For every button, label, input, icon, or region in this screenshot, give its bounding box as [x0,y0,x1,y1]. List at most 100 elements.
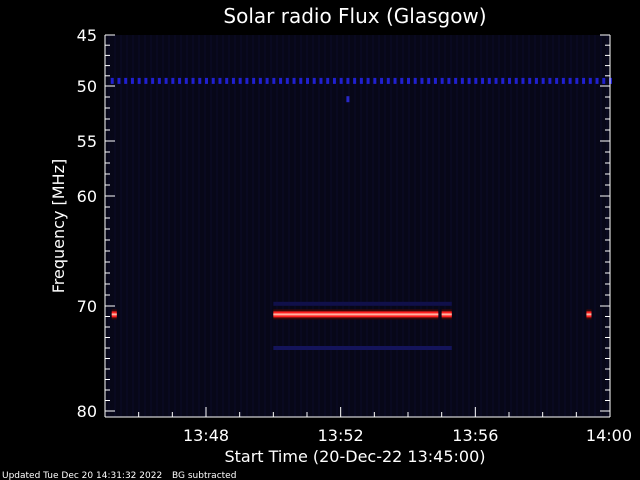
interference-dot [400,77,404,84]
interference-dot [555,77,559,84]
interference-dot [144,77,148,84]
texture-stripe [390,35,392,417]
texture-stripe [456,35,458,417]
spectrogram-features [110,77,612,350]
interference-dot [427,77,431,84]
x-axis-ticks: 13:48 13:52 13:56 14:00 [138,407,632,445]
texture-stripe [450,35,452,417]
interference-dot [110,77,114,84]
texture-stripe [330,35,332,417]
texture-stripe [480,35,482,417]
texture-stripe [564,35,566,417]
x-tick-label: 13:56 [452,426,498,445]
interference-dot [420,77,424,84]
footer-note: BG subtracted [172,471,236,480]
texture-stripe [582,35,584,417]
texture-stripe [600,35,602,417]
interference-dot [413,77,417,84]
texture-stripe [180,35,182,417]
x-tick-label: 13:48 [183,426,229,445]
isolated-dot [346,96,350,103]
texture-stripe [228,35,230,417]
interference-dot [534,77,538,84]
interference-dot [588,77,592,84]
interference-dot [205,77,208,84]
interference-dot [467,77,471,84]
interference-dot [225,77,229,84]
texture-stripe [498,35,500,417]
texture-stripe [522,35,524,417]
interference-dot [561,77,565,84]
interference-dot [528,77,532,84]
texture-stripe [186,35,188,417]
texture-stripe [210,35,212,417]
interference-dot [238,77,242,84]
interference-dot [454,77,458,84]
interference-dot [319,77,323,84]
texture-stripe [138,35,140,417]
interference-dot [460,77,464,84]
y-tick-label: 45 [77,26,97,45]
texture-stripe [252,35,254,417]
interference-dot [258,77,262,84]
texture-stripe [372,35,374,417]
interference-dot [218,77,222,84]
interference-dot [184,77,188,84]
interference-dot [602,77,606,84]
texture-stripe [414,35,416,417]
texture-stripe [552,35,554,417]
texture-stripe [276,35,278,417]
y-tick-label: 55 [77,132,97,151]
texture-stripe [300,35,302,417]
interference-dot [332,77,336,84]
texture-stripe [570,35,572,417]
interference-dot [447,77,451,84]
texture-stripe [546,35,548,417]
interference-dot [245,77,249,84]
texture-stripe [540,35,542,417]
texture-stripe [174,35,176,417]
interference-dot [514,77,518,84]
texture-stripe [144,35,146,417]
x-axis-label: Start Time (20-Dec-22 13:45:00) [224,447,485,466]
texture-stripe [468,35,470,417]
texture-stripe [342,35,344,417]
interference-dot [541,77,545,84]
texture-stripe [318,35,320,417]
interference-dot [326,77,330,84]
texture-stripe [348,35,350,417]
texture-stripe [420,35,422,417]
interference-dot [117,77,121,84]
interference-dot [178,77,182,84]
texture-stripe [606,35,608,417]
interference-dot [548,77,552,84]
texture-stripe [108,35,110,417]
band-core [441,313,452,316]
interference-dot [346,77,350,84]
interference-dot [151,77,155,84]
interference-dot [312,77,316,84]
texture-stripe [408,35,410,417]
texture-stripe [492,35,494,417]
interference-dot [366,77,370,84]
y-tick-label: 50 [77,77,97,96]
texture-stripe [510,35,512,417]
texture-stripe [222,35,224,417]
y-tick-label: 80 [77,402,97,421]
texture-stripe [234,35,236,417]
interference-dot [211,77,215,84]
texture-stripe [516,35,518,417]
texture-stripe [192,35,194,417]
y-axis-ticks: 45 50 55 60 70 80 [77,26,610,421]
texture-stripe [288,35,290,417]
interference-dot [373,77,377,84]
interference-dot [231,77,235,84]
texture-stripe [474,35,476,417]
texture-stripe [270,35,272,417]
texture-stripe [258,35,260,417]
texture-stripe [126,35,128,417]
y-axis-label: Frequency [MHz] [49,159,68,293]
interference-dot [595,77,599,84]
y-tick-label: 60 [77,187,97,206]
texture-stripe [588,35,590,417]
